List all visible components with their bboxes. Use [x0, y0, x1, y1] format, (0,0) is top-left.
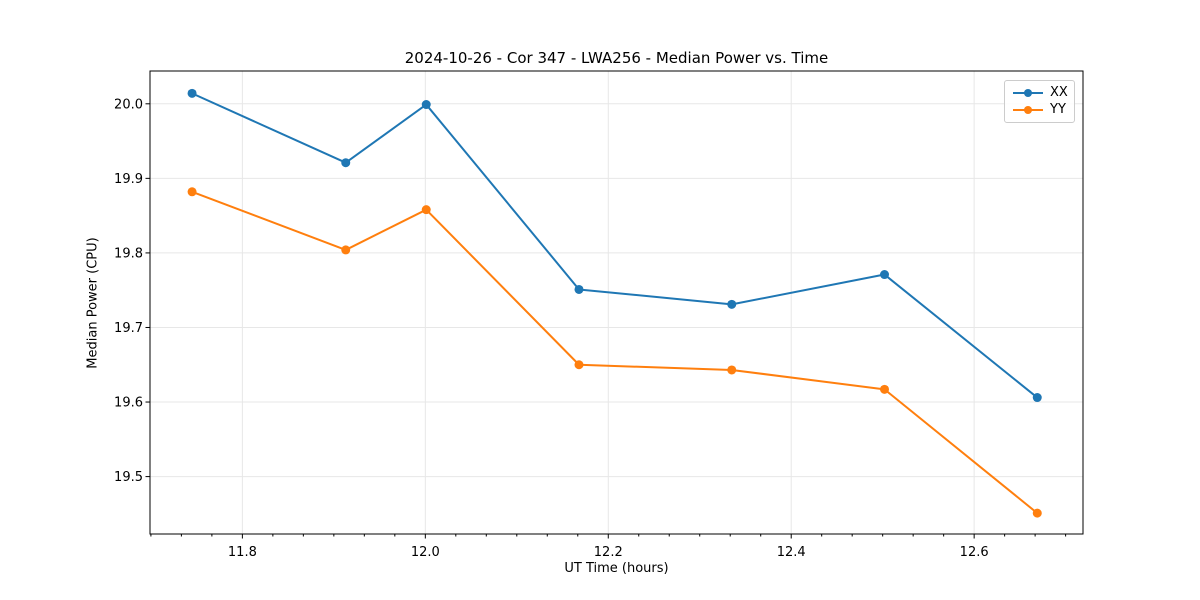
data-point-xx	[1032, 393, 1042, 403]
chart-title: 2024-10-26 - Cor 347 - LWA256 - Median P…	[404, 49, 829, 67]
legend-label-xx: XX	[1050, 84, 1068, 100]
x-tick-label: 12.6	[960, 545, 989, 560]
data-point-yy	[341, 245, 351, 255]
y-axis-label: Median Power (CPU)	[85, 236, 100, 369]
y-tick-label: 19.9	[114, 172, 143, 187]
data-point-yy	[187, 187, 197, 197]
data-point-yy	[727, 365, 737, 375]
data-point-yy	[421, 205, 431, 215]
legend-swatch-xx	[1013, 88, 1043, 98]
legend-swatch-yy	[1013, 105, 1043, 115]
data-point-yy	[880, 384, 890, 394]
legend-entry-xx: XX	[1013, 84, 1068, 100]
x-tick-label: 12.4	[777, 545, 806, 560]
data-point-xx	[880, 270, 890, 280]
x-tick-label: 12.2	[594, 545, 623, 560]
data-point-yy	[1032, 508, 1042, 518]
data-point-yy	[574, 360, 584, 370]
legend-label-yy: YY	[1050, 102, 1066, 118]
data-point-xx	[727, 299, 737, 309]
y-tick-label: 20.0	[114, 97, 143, 112]
y-tick-label: 19.8	[114, 246, 143, 261]
series-line-yy	[191, 190, 1039, 515]
series-line-xx	[191, 92, 1039, 399]
x-tick-label: 12.0	[411, 545, 440, 560]
x-axis-label: UT Time (hours)	[564, 561, 669, 576]
data-point-xx	[574, 284, 584, 294]
x-tick-label: 11.8	[228, 545, 257, 560]
y-tick-label: 19.5	[114, 470, 143, 485]
data-point-xx	[187, 88, 197, 98]
legend: XX YY	[1004, 80, 1075, 123]
y-tick-label: 19.6	[114, 396, 143, 411]
data-point-xx	[421, 100, 431, 110]
axes-box	[149, 70, 1084, 535]
data-point-xx	[341, 158, 351, 168]
y-tick-label: 19.7	[114, 321, 143, 336]
legend-entry-yy: YY	[1013, 103, 1066, 117]
